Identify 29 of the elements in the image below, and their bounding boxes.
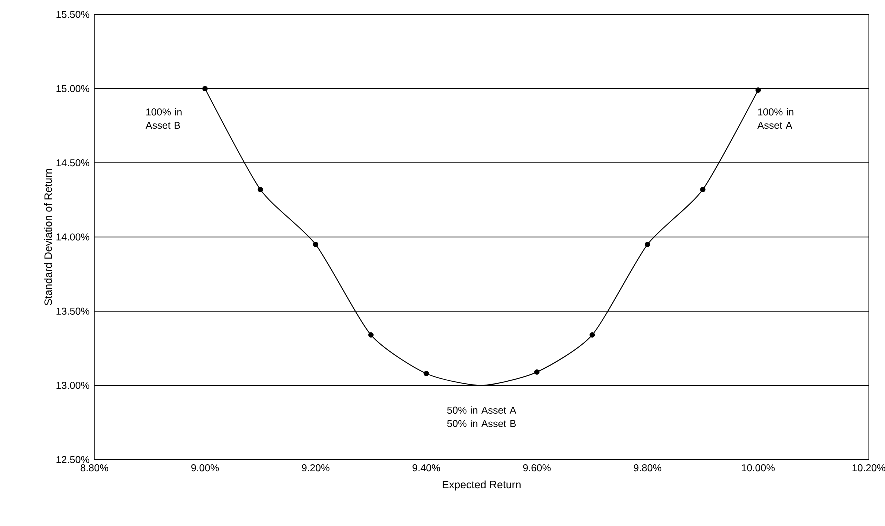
x-tick-label: 9.20% <box>302 464 330 472</box>
y-tick-label: 13.00% <box>56 382 90 389</box>
x-tick-label: 9.40% <box>412 464 440 472</box>
y-tick-label: 12.50% <box>56 456 90 464</box>
x-tick-label: 9.60% <box>523 464 551 472</box>
annotation: 100% in Asset A <box>758 108 794 129</box>
x-tick-label: 9.80% <box>634 464 662 472</box>
x-tick-label: 9.00% <box>192 464 220 472</box>
point <box>534 369 540 375</box>
annotation: 100% in Asset B <box>146 108 182 129</box>
y-tick-label: 14.00% <box>56 233 90 241</box>
point <box>700 186 706 192</box>
point <box>424 370 430 376</box>
point <box>313 242 319 248</box>
y-tick-label: 15.00% <box>56 85 90 92</box>
y-tick-label: 15.50% <box>56 10 90 18</box>
point <box>645 242 650 248</box>
x-tick-label: 8.80% <box>80 464 108 472</box>
y-tick-label: 14.50% <box>56 159 90 166</box>
y-axis-title: Standard Deviation of Return <box>44 168 52 306</box>
point <box>368 332 374 338</box>
point <box>202 86 208 92</box>
x-axis-title: Expected Return <box>442 480 521 490</box>
point <box>756 87 762 93</box>
x-tick-label: 10.00% <box>742 464 775 472</box>
point <box>258 186 264 192</box>
y-tick-label: 13.50% <box>56 308 90 315</box>
point <box>590 332 596 338</box>
annotation: 50% in Asset A 50% in Asset B <box>447 406 517 428</box>
